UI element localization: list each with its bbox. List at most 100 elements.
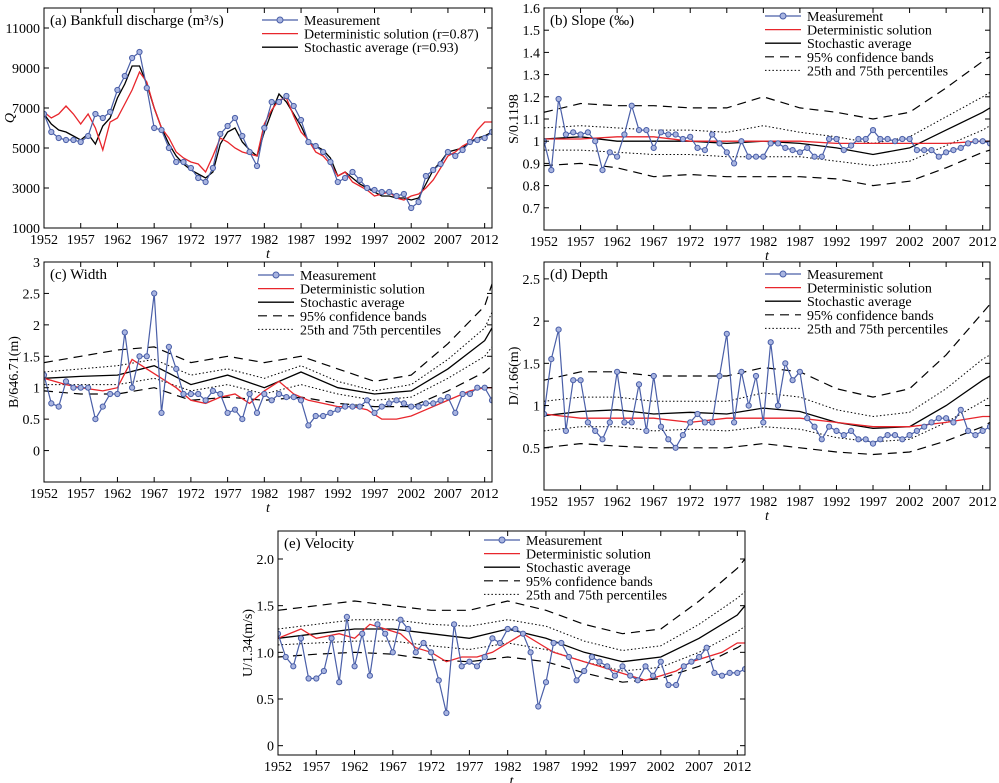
y-tick-label: 1.5	[523, 24, 541, 39]
measurement-point	[151, 124, 158, 132]
x-tick-label: 1982	[250, 233, 278, 248]
y-tick-label: 1.6	[523, 2, 541, 17]
y-tick-label: 2	[33, 319, 40, 334]
x-tick-label: 1952	[30, 233, 58, 248]
series-line-dashed	[44, 365, 492, 408]
measurement-point	[555, 95, 562, 103]
measurement-point	[246, 148, 253, 156]
measurement-point	[443, 709, 450, 717]
measurement-point	[789, 147, 796, 154]
measurement-point	[965, 140, 972, 147]
measurement-point	[70, 136, 77, 144]
measurement-point	[696, 653, 703, 661]
series-line-dashed	[44, 283, 492, 383]
measurement-point	[474, 384, 481, 391]
measurement-point	[481, 384, 488, 391]
x-tick-label: 2002	[896, 235, 924, 250]
measurement-point	[85, 384, 92, 391]
x-tick-label: 2012	[969, 495, 997, 510]
y-tick-label: 5000	[12, 142, 40, 157]
x-tick-label: 1992	[822, 235, 850, 250]
measurement-point	[672, 444, 679, 451]
series-line-dotted	[44, 312, 492, 392]
measurement-point	[143, 84, 150, 92]
measurement-point	[437, 397, 444, 404]
measurement-point	[672, 131, 679, 138]
measurement-point	[217, 130, 224, 138]
measurement-point	[305, 675, 312, 682]
measurement-point	[701, 419, 709, 426]
measurement-point	[877, 135, 884, 143]
measurement-point	[173, 365, 180, 372]
measurement-point	[899, 135, 906, 143]
x-tick-label: 1977	[214, 487, 242, 502]
x-tick-label: 1957	[567, 495, 595, 510]
measurement-point	[99, 403, 106, 410]
measurement-point	[550, 639, 557, 647]
x-tick-label: 1967	[640, 495, 668, 510]
measurement-point	[512, 625, 519, 633]
measurement-point	[731, 160, 738, 167]
y-tick-label: 1	[533, 400, 540, 415]
y-tick-label: 11000	[6, 22, 40, 37]
measurement-point	[336, 679, 343, 686]
measurement-point	[627, 672, 634, 679]
x-tick-label: 2007	[685, 760, 713, 775]
measurement-point	[217, 390, 224, 398]
measurement-point	[351, 663, 358, 670]
measurement-point	[711, 669, 718, 677]
measurement-point	[278, 630, 282, 637]
measurement-point	[782, 144, 789, 151]
panel-b: 1952 1957 1962 1967 1972 1977 1982 1987 1992 1997…	[507, 2, 997, 264]
measurement-point	[136, 48, 143, 56]
panel-a: 1952 1957 1962 1967 1972 1977 1982 1987 1992 1997…	[3, 7, 499, 262]
panel-title: (d) Depth	[550, 267, 608, 283]
measurement-point	[474, 136, 481, 144]
measurement-point	[246, 390, 253, 398]
measurement-point	[374, 621, 381, 628]
measurement-point	[716, 372, 723, 380]
measurement-point	[48, 400, 55, 407]
measurement-point	[386, 400, 393, 407]
measurement-point	[943, 415, 950, 422]
measurement-point	[349, 403, 356, 410]
x-tick-label: 1987	[287, 487, 315, 502]
x-tick-label: 1972	[177, 487, 205, 502]
measurement-point	[342, 174, 349, 182]
panel-e: 1952 1957 1962 1967 1972 1977 1982 1987 1992 1997…	[241, 530, 751, 783]
series-line-dashed	[544, 56, 990, 120]
measurement-point	[107, 390, 114, 398]
x-tick-label: 1962	[103, 233, 131, 248]
measurement-point	[371, 186, 378, 194]
measurement-point	[253, 409, 261, 416]
measurement-point	[782, 360, 789, 367]
series-line-dotted	[544, 125, 990, 167]
x-tick-label: 1997	[360, 233, 388, 248]
measurement-point	[877, 436, 884, 443]
measurement-point	[415, 403, 422, 410]
measurement-point	[305, 422, 312, 429]
measurement-point	[121, 329, 128, 336]
measurement-point	[268, 98, 275, 106]
measurement-point	[328, 635, 335, 642]
x-tick-label: 1957	[67, 233, 95, 248]
measurement-point	[481, 134, 488, 142]
measurement-point	[657, 423, 665, 430]
legend-label: 95% confidence bands	[526, 575, 653, 590]
y-tick-label: 0.5	[523, 442, 541, 457]
measurement-point	[55, 403, 62, 410]
legend-marker	[779, 270, 787, 278]
measurement-point	[723, 149, 730, 156]
measurement-point	[165, 144, 172, 152]
x-tick-label: 1972	[417, 760, 445, 775]
x-tick-label: 1962	[603, 235, 631, 250]
measurement-point	[767, 339, 774, 346]
measurement-point	[657, 129, 665, 136]
measurement-point	[261, 390, 268, 398]
x-axis-label: t	[765, 509, 770, 524]
measurement-point	[386, 188, 393, 196]
measurement-point	[848, 427, 855, 434]
measurement-point	[588, 653, 596, 661]
measurement-point	[760, 419, 767, 426]
